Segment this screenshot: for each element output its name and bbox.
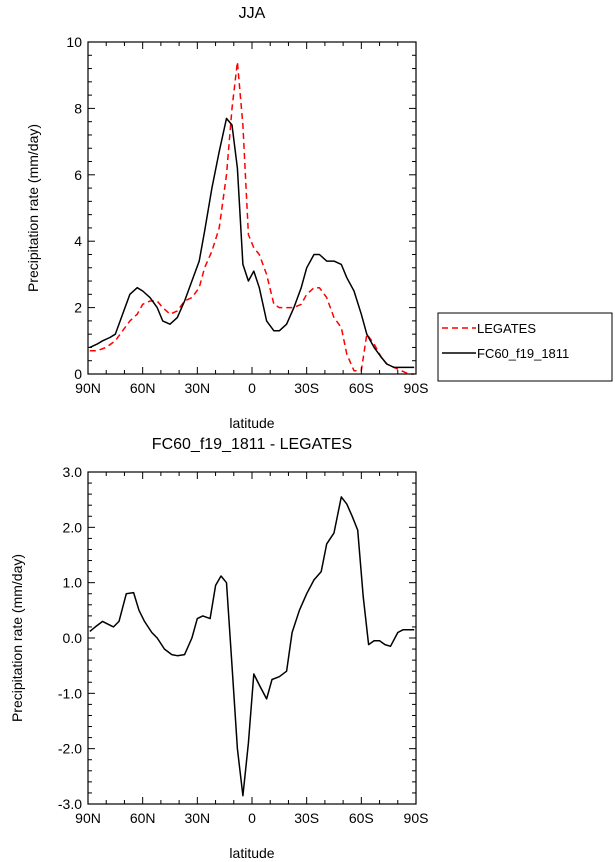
y-tick-label: 4 xyxy=(74,233,82,249)
y-tick-label: 1.0 xyxy=(63,575,83,591)
legend: LEGATES FC60_f19_1811 xyxy=(437,312,613,382)
y-tick-label: 0 xyxy=(74,366,82,382)
x-tick-label: 0 xyxy=(248,380,256,396)
chart-title: JJA xyxy=(239,5,266,22)
x-tick-label: 30S xyxy=(294,380,319,396)
x-tick-label: 90S xyxy=(404,810,429,826)
y-tick-label: 2 xyxy=(74,300,82,316)
x-tick-label: 60S xyxy=(349,380,374,396)
y-tick-label: -1.0 xyxy=(58,685,82,701)
y-axis-label: Precipitation rate (mm/day) xyxy=(25,124,41,292)
x-tick-label: 60N xyxy=(130,380,156,396)
y-tick-label: -2.0 xyxy=(58,741,82,757)
x-tick-label: 90S xyxy=(404,380,429,396)
chart-difference: FC60_f19_1811 - LEGATES 90N 60N 30N 0 30S 60S… xyxy=(9,436,428,861)
series-line-difference xyxy=(89,496,415,797)
x-tick-label: 30N xyxy=(184,810,210,826)
legend-label-legates: LEGATES xyxy=(477,321,536,336)
y-tick-label: 3.0 xyxy=(63,464,83,480)
y-tick-label: 0.0 xyxy=(63,630,83,646)
x-tick-label: 0 xyxy=(248,810,256,826)
x-axis-label: latitude xyxy=(229,415,274,431)
chart-title: FC60_f19_1811 - LEGATES xyxy=(152,436,352,453)
y-tick-label: 10 xyxy=(66,34,82,50)
x-tick-label: 60N xyxy=(130,810,156,826)
y-tick-label: 2.0 xyxy=(63,519,83,535)
legend-box xyxy=(437,312,613,382)
legend-label-fc60: FC60_f19_1811 xyxy=(477,346,569,361)
y-tick-label: 8 xyxy=(74,100,82,116)
y-tick-label: 6 xyxy=(74,167,82,183)
x-tick-label: 30N xyxy=(184,380,210,396)
y-tick-label: -3.0 xyxy=(58,796,82,812)
x-axis-label: latitude xyxy=(229,845,274,861)
x-tick-label: 60S xyxy=(349,810,374,826)
plot-frame xyxy=(87,471,417,805)
x-tick-label: 90N xyxy=(75,810,101,826)
x-tick-label: 30S xyxy=(294,810,319,826)
x-tick-label: 90N xyxy=(75,380,101,396)
y-axis-label: Precipitation rate (mm/day) xyxy=(9,554,25,722)
plot-frame xyxy=(87,41,417,375)
series-line-fc60-f19-1811 xyxy=(89,117,415,369)
